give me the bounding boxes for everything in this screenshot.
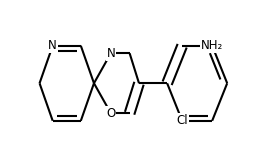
Text: Cl: Cl [176, 114, 188, 127]
Text: N: N [106, 47, 115, 60]
Text: O: O [106, 107, 115, 120]
Text: N: N [48, 39, 57, 52]
Text: NH₂: NH₂ [201, 39, 223, 52]
